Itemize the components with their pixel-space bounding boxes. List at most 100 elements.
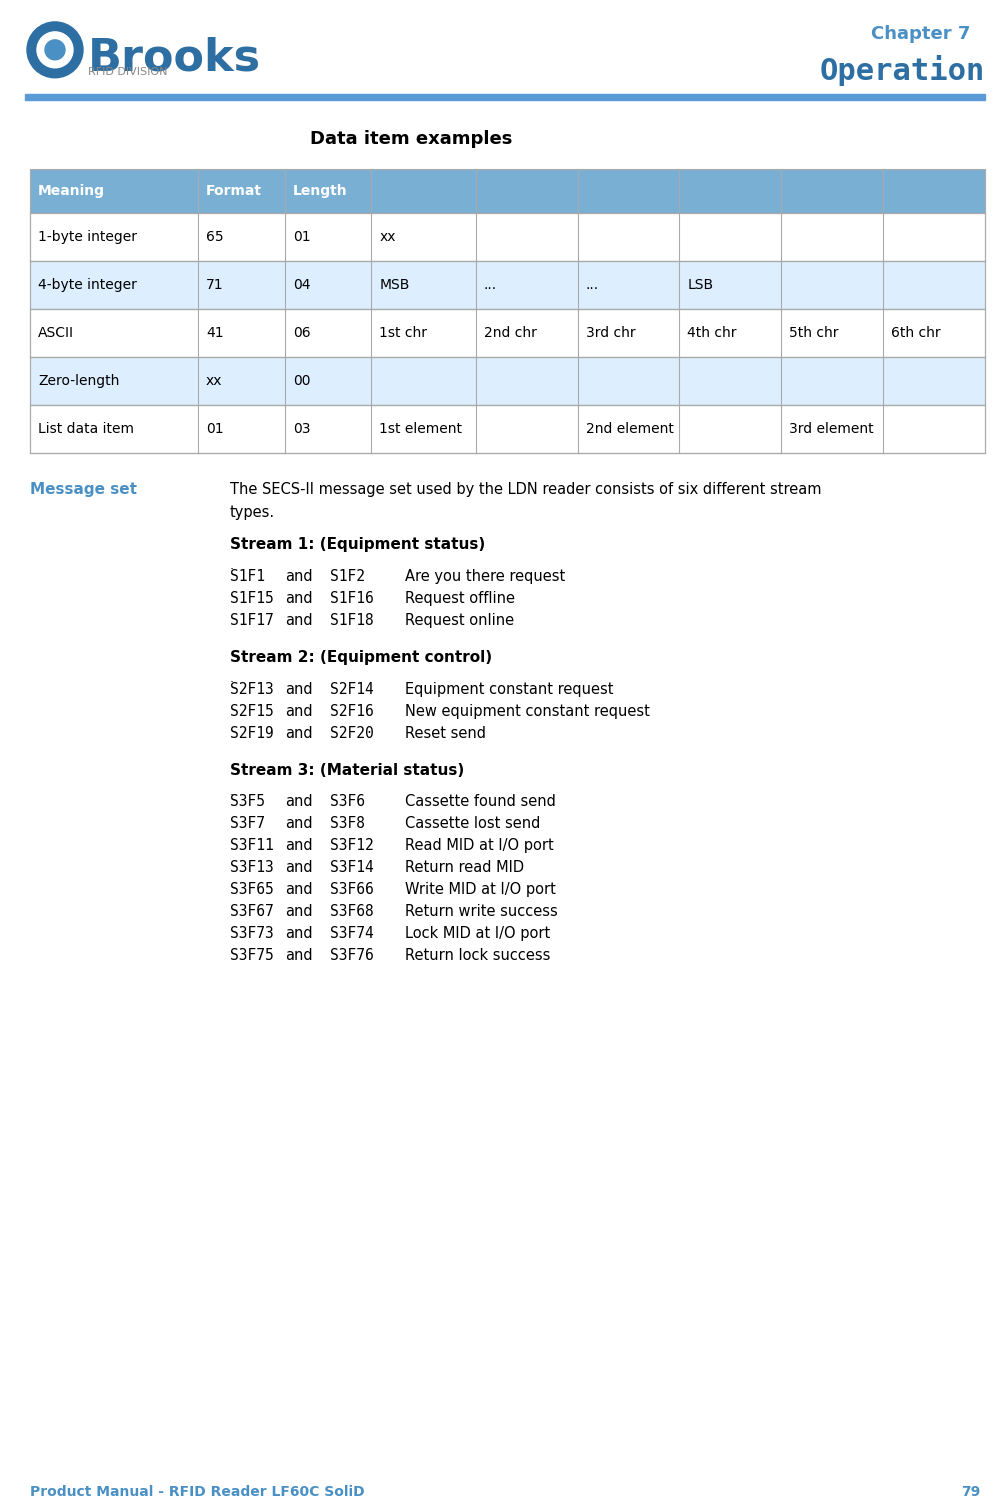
Text: S3F66: S3F66 [330, 882, 374, 897]
Bar [30, 357, 985, 404]
Text: S3F8: S3F8 [330, 817, 365, 832]
Text: LSB: LSB [688, 278, 714, 291]
Text: Product Manual - RFID Reader LF60C SoliD: Product Manual - RFID Reader LF60C SoliD [30, 1485, 365, 1499]
Text: 6th chr: 6th chr [891, 326, 941, 339]
Text: and: and [285, 569, 312, 584]
Text: 79: 79 [961, 1485, 980, 1499]
Text: ...: ... [585, 278, 598, 291]
Text: Meaning: Meaning [38, 185, 105, 198]
Text: 3rd chr: 3rd chr [585, 326, 635, 339]
Circle shape [37, 32, 73, 68]
Text: Read MID at I/O port: Read MID at I/O port [405, 838, 554, 853]
Text: S1F1: S1F1 [230, 569, 265, 584]
Text: Request online: Request online [405, 613, 515, 628]
Text: 03: 03 [293, 422, 310, 436]
Text: and: and [285, 682, 312, 697]
Text: S3F6: S3F6 [330, 795, 365, 810]
Text: S3F11: S3F11 [230, 838, 274, 853]
Text: S3F73: S3F73 [230, 927, 274, 942]
Text: Operation: Operation [820, 56, 985, 86]
Text: and: and [285, 948, 312, 963]
Text: S3F76: S3F76 [330, 948, 374, 963]
Text: MSB: MSB [380, 278, 410, 291]
Text: ASCII: ASCII [38, 326, 74, 339]
Text: Return write success: Return write success [405, 904, 558, 919]
Text: and: and [285, 725, 312, 740]
Text: xx: xx [380, 230, 396, 245]
Text: 2nd element: 2nd element [585, 422, 674, 436]
Text: S1F18: S1F18 [330, 613, 374, 628]
Text: S2F16: S2F16 [330, 704, 374, 719]
Text: ...: ... [483, 278, 496, 291]
Text: S3F13: S3F13 [230, 861, 274, 876]
Text: S3F75: S3F75 [230, 948, 274, 963]
Text: and: and [285, 592, 312, 607]
Bar [30, 213, 985, 261]
Text: Zero-length: Zero-length [38, 374, 120, 388]
Circle shape [27, 23, 83, 78]
Text: S1F2: S1F2 [330, 569, 365, 584]
Text: xx: xx [205, 374, 223, 388]
Text: The SECS-II message set used by the LDN reader consists of six different stream
: The SECS-II message set used by the LDN … [230, 482, 822, 520]
Bar [25, 93, 985, 99]
Text: 3rd element: 3rd element [789, 422, 874, 436]
Text: 65: 65 [205, 230, 224, 245]
Text: Length: Length [293, 185, 347, 198]
Text: 04: 04 [293, 278, 310, 291]
Text: and: and [285, 613, 312, 628]
Text: Write MID at I/O port: Write MID at I/O port [405, 882, 556, 897]
Text: and: and [285, 795, 312, 810]
Text: 1st chr: 1st chr [380, 326, 428, 339]
Text: 01: 01 [205, 422, 224, 436]
Text: Reset send: Reset send [405, 725, 486, 740]
Text: List data item: List data item [38, 422, 134, 436]
Bar [30, 309, 985, 357]
Text: and: and [285, 927, 312, 942]
Text: Lock MID at I/O port: Lock MID at I/O port [405, 927, 550, 942]
Text: S3F74: S3F74 [330, 927, 374, 942]
Text: Stream 3: (Material status): Stream 3: (Material status) [230, 763, 464, 778]
Text: .: . [230, 671, 234, 685]
Text: 41: 41 [205, 326, 224, 339]
Text: S1F17: S1F17 [230, 613, 274, 628]
Text: Data item examples: Data item examples [310, 129, 513, 147]
Text: Cassette lost send: Cassette lost send [405, 817, 541, 832]
Text: Return lock success: Return lock success [405, 948, 551, 963]
Text: S1F15: S1F15 [230, 592, 274, 607]
Text: and: and [285, 838, 312, 853]
Text: 00: 00 [293, 374, 310, 388]
Text: 5th chr: 5th chr [789, 326, 839, 339]
Text: and: and [285, 817, 312, 832]
Text: .: . [230, 559, 234, 572]
Text: S3F68: S3F68 [330, 904, 374, 919]
Text: S3F12: S3F12 [330, 838, 374, 853]
Text: S3F7: S3F7 [230, 817, 265, 832]
Text: S2F14: S2F14 [330, 682, 374, 697]
Text: 71: 71 [205, 278, 224, 291]
Text: 4th chr: 4th chr [688, 326, 737, 339]
Text: Chapter 7: Chapter 7 [871, 26, 970, 44]
Bar [30, 404, 985, 452]
Text: Cassette found send: Cassette found send [405, 795, 556, 810]
Text: Stream 2: (Equipment control): Stream 2: (Equipment control) [230, 650, 492, 665]
Text: 01: 01 [293, 230, 310, 245]
Text: Are you there request: Are you there request [405, 569, 565, 584]
Text: RFID DIVISION: RFID DIVISION [88, 66, 167, 77]
Text: and: and [285, 904, 312, 919]
Text: S3F5: S3F5 [230, 795, 265, 810]
Text: and: and [285, 882, 312, 897]
Text: Brooks: Brooks [88, 38, 261, 80]
Bar [30, 170, 985, 213]
Text: 1st element: 1st element [380, 422, 462, 436]
Bar [30, 261, 985, 309]
Text: S2F15: S2F15 [230, 704, 274, 719]
Text: S2F13: S2F13 [230, 682, 274, 697]
Text: Return read MID: Return read MID [405, 861, 524, 876]
Text: 2nd chr: 2nd chr [483, 326, 537, 339]
Text: Format: Format [205, 185, 262, 198]
Text: S2F19: S2F19 [230, 725, 274, 740]
Text: New equipment constant request: New equipment constant request [405, 704, 650, 719]
Text: S2F20: S2F20 [330, 725, 374, 740]
Text: Message set: Message set [30, 482, 137, 497]
Text: S3F65: S3F65 [230, 882, 274, 897]
